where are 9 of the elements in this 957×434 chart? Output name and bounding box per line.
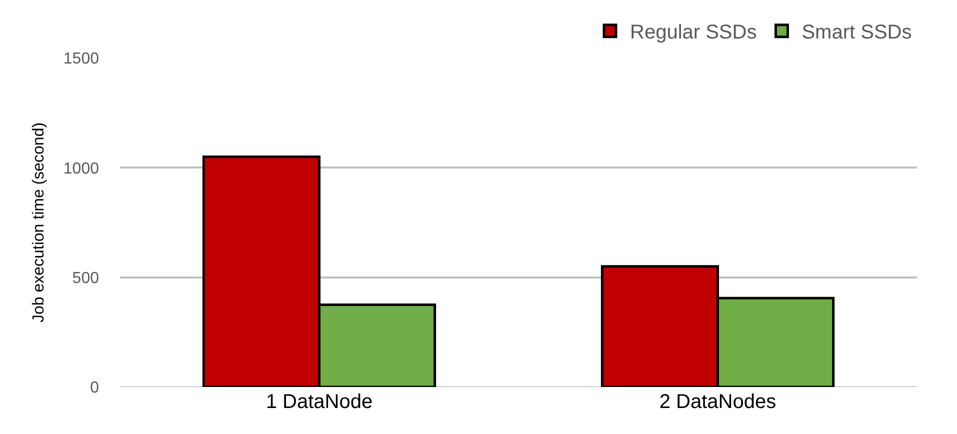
x-tick-label: 2 DataNodes [659, 391, 776, 413]
y-tick-label: 500 [72, 270, 100, 287]
legend-label: Smart SSDs [802, 22, 912, 44]
y-tick-label: 0 [90, 380, 100, 397]
legend-label: Regular SSDs [630, 22, 757, 44]
y-axis-title: Job execution time (second) [30, 122, 48, 323]
y-tick-label: 1500 [63, 50, 100, 68]
x-tick-label: 1 DataNode [266, 391, 373, 413]
y-tick-label: 1000 [63, 160, 100, 178]
